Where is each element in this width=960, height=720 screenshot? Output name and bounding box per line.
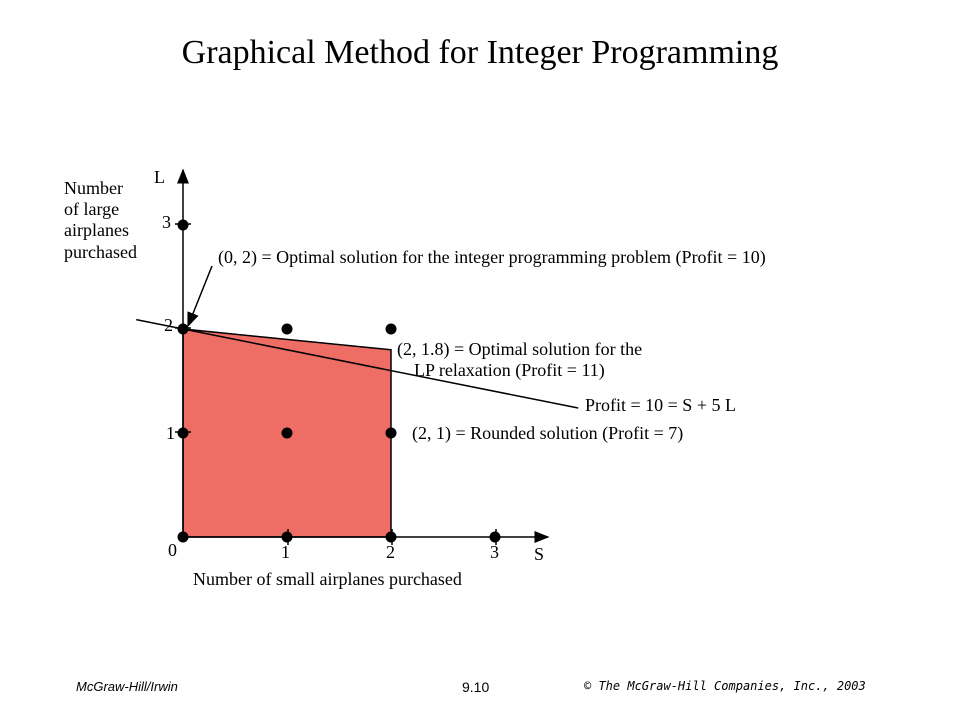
profit-label-background xyxy=(582,394,770,416)
footer-copyright: © The McGraw-Hill Companies, Inc., 2003 xyxy=(584,679,866,693)
integer-point xyxy=(489,531,501,543)
profit-line xyxy=(136,318,579,409)
y-axis-label-line: purchased xyxy=(64,242,137,262)
footer-publisher: McGraw-Hill/Irwin xyxy=(76,679,178,694)
x-axis-label: Number of small airplanes purchased xyxy=(193,569,462,589)
y-tick-label: 3 xyxy=(162,212,171,232)
x-axis-symbol: S xyxy=(534,544,544,564)
footer-page-number: 9.10 xyxy=(462,679,490,695)
x-tick-label: 0 xyxy=(168,540,177,560)
y-axis-label-line: airplanes xyxy=(64,220,129,240)
integer-point xyxy=(281,323,293,335)
x-tick-label: 3 xyxy=(490,542,499,562)
integer-point xyxy=(281,427,293,439)
lp-optimum-label-line1: (2, 1.8) = Optimal solution for the xyxy=(397,339,642,360)
integer-point xyxy=(385,531,397,543)
integer-point xyxy=(385,323,397,335)
y-axis-symbol: L xyxy=(154,167,165,187)
rounded-solution-label: (2, 1) = Rounded solution (Profit = 7) xyxy=(412,423,683,444)
integer-point xyxy=(177,323,189,335)
y-axis-label-line: Number xyxy=(64,178,123,198)
integer-optimum-label: (0, 2) = Optimal solution for the intege… xyxy=(218,247,766,268)
x-tick-label: 1 xyxy=(281,542,290,562)
integer-point xyxy=(177,219,189,231)
slide-title: Graphical Method for Integer Programming xyxy=(181,34,779,71)
integer-point xyxy=(281,531,293,543)
y-axis-label-line: of large xyxy=(64,199,119,219)
lp-optimum-label-line2: LP relaxation (Profit = 11) xyxy=(414,360,605,381)
integer-point xyxy=(177,531,189,543)
y-axis-label: Number of large airplanes purchased xyxy=(64,178,137,262)
integer-point xyxy=(385,427,397,439)
x-tick-label: 2 xyxy=(386,542,395,562)
y-tick-label: 1 xyxy=(166,423,175,443)
integer-point xyxy=(177,427,189,439)
integer-points xyxy=(177,219,501,543)
optimum-pointer-arrow xyxy=(187,265,213,328)
profit-line-label: Profit = 10 = S + 5 L xyxy=(585,395,736,415)
y-tick-label: 2 xyxy=(164,315,173,335)
